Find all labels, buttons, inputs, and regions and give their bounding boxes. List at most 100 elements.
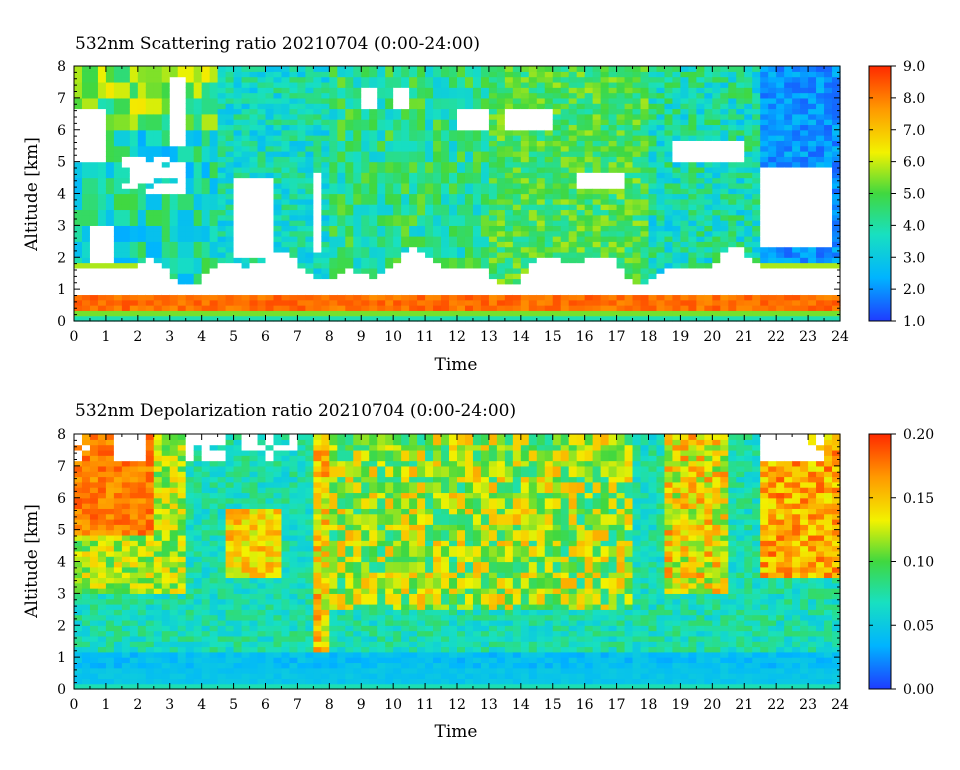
heatmap-cell [337,262,346,269]
heatmap-cell [281,198,291,205]
heatmap-cell [648,204,658,211]
heatmap-cell [776,182,785,189]
heatmap-cell [800,193,809,200]
heatmap-cell [792,310,801,317]
heatmap-cell [672,204,682,211]
heatmap-cell [241,87,251,94]
heatmap-cell [648,225,658,232]
heatmap-cell [696,81,705,88]
heatmap-cell [472,108,482,115]
heatmap-cell [313,182,322,189]
heatmap-cell [329,204,338,211]
heatmap-cell [688,315,697,322]
y-tick-label: 4 [57,187,66,203]
heatmap-cell [768,145,777,152]
heatmap-cell [624,129,634,136]
heatmap-cell [449,267,458,274]
heatmap-cell [273,108,283,115]
heatmap-cell [560,299,570,306]
heatmap-cell [808,236,817,242]
heatmap-cell [472,315,482,322]
heatmap-cell [632,246,642,253]
heatmap-cell [137,113,147,120]
heatmap-cell [425,315,434,322]
heatmap-cell [576,76,586,83]
heatmap-cell [728,108,737,115]
heatmap-cell [608,294,618,301]
heatmap-cell [425,156,434,163]
heatmap-cell [768,66,777,72]
heatmap-cell [688,209,697,216]
heatmap-cell [808,71,817,78]
heatmap-cell [712,97,721,104]
heatmap-cell [74,449,83,456]
heatmap-cell [560,145,570,152]
heatmap-cell [512,140,522,147]
heatmap-cell [568,220,578,226]
heatmap-cell [449,299,458,306]
heatmap-cell [584,246,594,253]
heatmap-cell [784,193,793,200]
heatmap-cell [169,305,179,311]
heatmap-cell [552,129,562,136]
heatmap-cell [488,172,498,179]
heatmap-cell [193,299,203,306]
heatmap-cell [137,76,147,83]
heatmap-cell [337,188,346,195]
heatmap-cell [217,108,227,115]
heatmap-cell [560,166,570,173]
heatmap-cell [600,230,610,237]
heatmap-cell [81,540,91,547]
heatmap-cell [257,289,267,296]
heatmap-cell [704,177,713,184]
heatmap-cell [832,193,841,200]
heatmap-cell [393,140,402,147]
heatmap-cell [369,135,378,141]
heatmap-cell [528,220,538,226]
x-tick-label: 3 [165,329,174,345]
heatmap-cell [752,76,761,83]
heatmap-cell [688,220,697,226]
heatmap-cell [664,151,674,157]
heatmap-cell [97,166,107,173]
heatmap-cell [624,198,634,205]
heatmap-cell [233,166,243,173]
heatmap-cell [74,177,83,184]
heatmap-cell [81,151,91,157]
heatmap-cell [528,140,538,147]
heatmap-cell [249,108,259,115]
heatmap-cell [74,572,83,579]
heatmap-cell [137,156,147,163]
heatmap-cell [289,294,299,301]
heatmap-cell [113,161,123,168]
heatmap-cell [800,220,809,226]
heatmap-cell [488,278,498,285]
heatmap-cell [345,283,354,290]
heatmap-cell [800,214,809,221]
heatmap-cell [81,566,91,573]
heatmap-cell [704,230,713,237]
heatmap-cell [560,310,570,317]
heatmap-cell [201,273,211,280]
heatmap-cell [752,182,761,189]
heatmap-cell [233,161,243,168]
heatmap-cell [265,310,275,317]
heatmap-cell [792,108,801,115]
heatmap-cell [672,230,682,237]
heatmap-cell [816,225,825,232]
heatmap-cell [393,193,402,200]
heatmap-cell [265,193,275,200]
heatmap-cell [241,129,251,136]
heatmap-cell [816,230,825,237]
heatmap-cell [441,198,450,205]
heatmap-cell [560,198,570,205]
heatmap-cell [600,97,610,104]
heatmap-cell [728,92,737,99]
heatmap-cell [257,76,267,83]
heatmap-cell [544,172,554,179]
heatmap-cell [113,220,123,226]
heatmap-cell [137,278,147,285]
heatmap-cell [640,310,650,317]
heatmap-cell [121,236,131,242]
heatmap-cell [744,124,753,131]
